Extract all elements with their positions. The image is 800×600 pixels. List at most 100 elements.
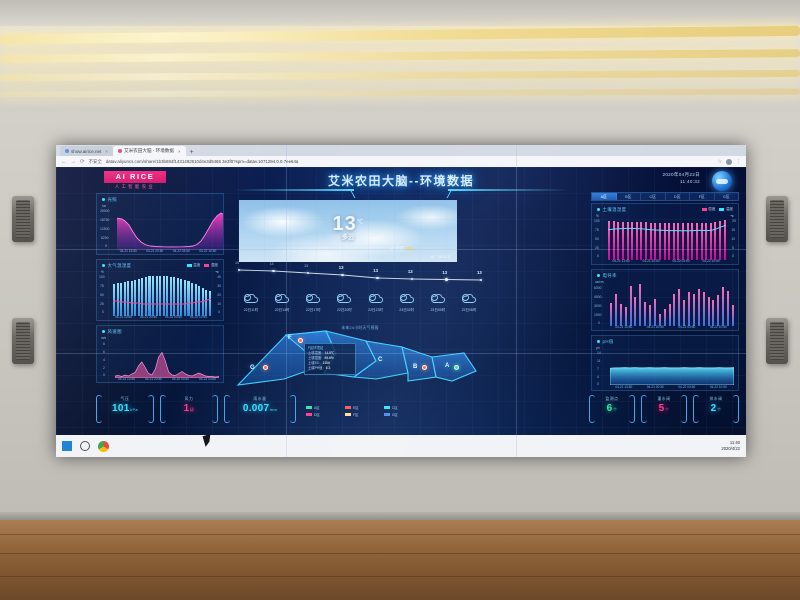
menu-icon[interactable]: ⋮ (736, 158, 741, 165)
y-unit: lux (102, 204, 107, 208)
legend-item: E区 (344, 405, 384, 410)
bar (682, 223, 685, 260)
y-tick-r: 0 (732, 254, 734, 258)
page-title: 艾米农田大脑--环境数据 (328, 174, 474, 188)
browser-tab-1[interactable]: 艾米农田大脑 - 环境数据 × (112, 146, 186, 156)
forecast-item[interactable]: 22日17时 (298, 293, 328, 325)
bookmark-star-icon[interactable]: ☆ (717, 158, 722, 165)
forward-icon[interactable]: → (70, 158, 77, 165)
forecast-time: 22日20时 (337, 307, 352, 312)
new-tab-button[interactable]: + (189, 149, 194, 156)
y-tick: 2 (103, 366, 105, 370)
forecast-item[interactable]: 22日23时 (361, 293, 391, 325)
bar (619, 304, 622, 326)
temp-unit: ℃ (356, 219, 364, 226)
close-icon[interactable]: × (105, 148, 108, 154)
tab-zone-F[interactable]: F区 (690, 193, 715, 200)
zone-B-shape (401, 346, 437, 382)
monitor-pin-A[interactable] (454, 365, 459, 370)
monitor-pin-B[interactable] (422, 365, 427, 370)
reload-icon[interactable]: ⟳ (80, 158, 85, 165)
monitor-pin-G[interactable] (263, 365, 268, 370)
cortana-icon[interactable] (80, 441, 90, 451)
bar (658, 313, 661, 326)
back-icon[interactable]: ← (61, 158, 67, 165)
ph-area-chart (610, 367, 734, 385)
ceiling-light-strip (0, 88, 800, 98)
forecast-item[interactable]: 22日11时 (236, 293, 266, 325)
bar (208, 291, 211, 316)
brand-logo: AI RICE 人工智能农业 (104, 171, 166, 190)
chart-title: pH值 (602, 339, 614, 344)
bar (134, 279, 137, 316)
avatar[interactable] (726, 158, 732, 165)
bar (677, 223, 680, 260)
bar (130, 280, 133, 316)
y-tick: 6000 (594, 286, 602, 290)
trend-point (445, 278, 448, 281)
chrome-icon[interactable] (98, 440, 109, 452)
chart-panel-soil-temp-humidity: 土壤温湿度 湿度 温度 % ℃ 100 75 50 25 0 20 15 10 … (591, 203, 739, 265)
wind-icon: 🜁 (282, 249, 286, 254)
address-bar-url[interactable]: datav.aliyuncs.com/share/1b3b884f1431492… (105, 159, 299, 164)
tab-zone-G[interactable]: G区 (722, 195, 730, 199)
forecast-item[interactable]: 23日08时 (454, 293, 484, 325)
chart-title: 电导率 (602, 273, 617, 278)
bar (697, 289, 700, 326)
bar (634, 296, 637, 326)
y-tick: 4 (103, 358, 105, 362)
x-tick: 04-21 13:50 (615, 325, 633, 329)
tab-zone-C[interactable]: C区 (641, 193, 666, 200)
current-temperature: 13℃ (239, 213, 457, 236)
x-tick: 04-21 20:50 (139, 315, 157, 319)
x-tick: 04-22 10:50 (709, 325, 727, 329)
forecast-time: 23日08时 (461, 307, 477, 312)
bar (631, 222, 634, 260)
humidity-label: 湿度 (395, 246, 404, 251)
forecast-time: 22日14时 (274, 307, 290, 312)
ceiling (0, 0, 800, 118)
security-badge[interactable]: 不安全 (88, 158, 102, 164)
tab-zone-D[interactable]: D区 (666, 193, 690, 200)
legend-label: 湿度 (210, 263, 218, 267)
zone-label-B: B (413, 364, 418, 370)
x-tick: 04-22 03:50 (678, 325, 696, 329)
live-sky-video: 13℃ 多云 🜁 西风 1级 ◍ 湿度 66% AI RICE (239, 200, 457, 262)
y-tick-r: 5 (732, 246, 734, 250)
bar (612, 221, 615, 260)
zone-tab-bar[interactable]: A区 B区 C区 D区 F区 G区 (591, 192, 739, 201)
bar (166, 276, 169, 316)
y-tick: 6250 (101, 236, 109, 240)
tab-zone-A[interactable]: A区 (592, 193, 617, 200)
tooltip-row: 土壤湿度：89.6% (308, 356, 334, 361)
bar (194, 284, 197, 316)
taskbar-clock[interactable]: 11:40 2020/4/22 (721, 440, 740, 451)
chart-panel-air-temp-humidity: 大气温湿度 温度 湿度 % ℃ 100 75 50 25 0 40 30 20 … (96, 259, 224, 321)
bar (663, 222, 666, 260)
zone-label-G: G (250, 365, 255, 371)
bar (180, 279, 183, 316)
tab-zone-B[interactable]: B区 (617, 193, 641, 200)
monitor-pin-F[interactable] (298, 338, 303, 343)
forecast-item[interactable]: 22日20时 (329, 293, 359, 325)
browser-tab-strip: show.airice.net × 艾米农田大脑 - 环境数据 × + (56, 145, 746, 156)
bar (610, 302, 613, 326)
windows-icon[interactable] (62, 441, 72, 451)
y-tick: 0 (597, 254, 599, 258)
close-icon[interactable]: × (178, 148, 181, 154)
trend-label: 13 (269, 262, 274, 266)
windows-taskbar: 11:40 2020/4/22 (56, 435, 746, 457)
browser-tab-0[interactable]: show.airice.net × (60, 146, 113, 156)
bar (691, 223, 694, 260)
zone-label-C: C (378, 357, 383, 363)
bar (709, 222, 712, 260)
forecast-item[interactable]: 22日14时 (267, 293, 297, 325)
forecast-item[interactable]: 23日05时 (423, 293, 453, 325)
y-tick: 75 (100, 284, 104, 288)
y-unit: m/s (101, 336, 107, 340)
y-tick: 0 (102, 310, 104, 314)
field-map[interactable]: F G C B A F区环境站 土壤温度：14.8℃ 土壤湿度：89.6% 土壤… (226, 327, 504, 395)
y-tick: 75 (595, 228, 599, 232)
legend-item: D区 (306, 412, 345, 417)
forecast-item[interactable]: 23日02时 (392, 293, 422, 325)
